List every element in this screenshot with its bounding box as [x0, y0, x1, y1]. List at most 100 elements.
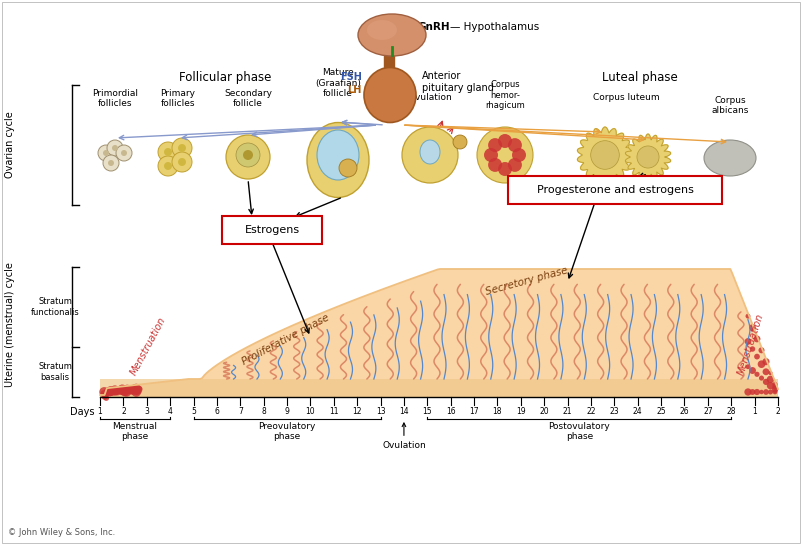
FancyBboxPatch shape [222, 216, 322, 244]
Circle shape [750, 389, 755, 395]
Circle shape [124, 389, 130, 395]
Circle shape [127, 388, 135, 396]
Polygon shape [577, 127, 633, 183]
Text: 9: 9 [285, 407, 290, 416]
Text: 1: 1 [752, 407, 757, 416]
Text: 19: 19 [516, 407, 525, 416]
Circle shape [104, 389, 111, 394]
Text: 20: 20 [540, 407, 549, 416]
Text: 3: 3 [144, 407, 149, 416]
Text: Progesterone and estrogens: Progesterone and estrogens [537, 185, 694, 195]
Circle shape [508, 158, 522, 172]
Circle shape [105, 390, 110, 394]
Circle shape [158, 156, 178, 176]
Circle shape [753, 389, 760, 396]
FancyBboxPatch shape [508, 176, 722, 204]
Circle shape [119, 388, 126, 395]
Text: 28: 28 [727, 407, 736, 416]
Ellipse shape [364, 68, 416, 123]
Circle shape [746, 313, 751, 319]
Circle shape [746, 365, 751, 369]
Text: Primordial
follicles: Primordial follicles [92, 89, 138, 108]
Circle shape [98, 145, 114, 161]
Circle shape [591, 141, 619, 169]
Text: 21: 21 [563, 407, 573, 416]
Circle shape [484, 148, 498, 162]
Text: Menstruation: Menstruation [736, 313, 766, 377]
Text: 8: 8 [261, 407, 266, 416]
Circle shape [164, 162, 172, 170]
Circle shape [120, 385, 128, 393]
Text: Estrogens: Estrogens [245, 225, 300, 235]
Text: Menstrual
phase: Menstrual phase [112, 422, 157, 441]
Circle shape [498, 134, 512, 148]
Circle shape [755, 354, 759, 359]
Circle shape [133, 385, 140, 391]
Circle shape [172, 152, 192, 172]
Circle shape [117, 388, 122, 393]
Text: Corpus luteum: Corpus luteum [593, 93, 659, 102]
Circle shape [767, 388, 774, 396]
Circle shape [111, 388, 118, 395]
Text: 2: 2 [121, 407, 126, 416]
Circle shape [753, 371, 761, 378]
Circle shape [112, 145, 118, 151]
Text: Secretory phase: Secretory phase [484, 265, 569, 297]
Text: Ovarian cycle: Ovarian cycle [5, 112, 15, 178]
Circle shape [119, 387, 128, 397]
Circle shape [131, 387, 137, 395]
Text: 24: 24 [633, 407, 642, 416]
Text: 25: 25 [656, 407, 666, 416]
Ellipse shape [420, 140, 440, 164]
Circle shape [178, 158, 186, 166]
Circle shape [103, 150, 109, 156]
Circle shape [133, 390, 138, 395]
Circle shape [172, 138, 192, 158]
Text: 2: 2 [776, 407, 780, 416]
Circle shape [772, 382, 778, 387]
Text: Mature
(Graafian)
follicle: Mature (Graafian) follicle [315, 68, 361, 98]
Circle shape [133, 387, 139, 393]
Text: 17: 17 [469, 407, 479, 416]
Circle shape [453, 135, 467, 149]
Circle shape [122, 386, 131, 395]
Text: Days: Days [70, 407, 95, 417]
Text: Uterine (menstrual) cycle: Uterine (menstrual) cycle [5, 263, 15, 387]
Circle shape [126, 387, 134, 395]
Text: 14: 14 [399, 407, 409, 416]
Text: Secondary
follicle: Secondary follicle [224, 89, 272, 108]
Circle shape [116, 387, 122, 392]
Circle shape [763, 368, 769, 375]
Text: Corpus
albicans: Corpus albicans [711, 95, 749, 115]
Circle shape [103, 155, 119, 171]
Circle shape [226, 135, 270, 179]
Text: 13: 13 [376, 407, 386, 416]
Text: 1: 1 [98, 407, 103, 416]
Text: 6: 6 [214, 407, 219, 416]
Circle shape [121, 150, 127, 156]
Circle shape [773, 387, 777, 391]
Text: Postovulatory
phase: Postovulatory phase [549, 422, 610, 441]
Circle shape [100, 388, 108, 396]
Circle shape [512, 148, 526, 162]
Circle shape [117, 386, 126, 395]
Text: 15: 15 [423, 407, 432, 416]
Circle shape [115, 388, 123, 395]
Circle shape [111, 389, 115, 393]
Circle shape [112, 386, 120, 395]
Circle shape [637, 146, 659, 168]
Circle shape [103, 386, 112, 396]
Text: Anterior
pituitary gland: Anterior pituitary gland [422, 71, 494, 93]
Circle shape [112, 385, 122, 395]
Text: Stratum
functionalis: Stratum functionalis [30, 298, 79, 317]
Circle shape [236, 143, 260, 167]
Circle shape [772, 389, 779, 396]
Circle shape [178, 144, 186, 152]
Text: Primary
follicles: Primary follicles [160, 89, 196, 108]
Text: Corpus
hemor-
rhagicum: Corpus hemor- rhagicum [485, 80, 525, 110]
Circle shape [102, 391, 106, 396]
Circle shape [498, 162, 512, 176]
Circle shape [339, 159, 357, 177]
Circle shape [108, 160, 114, 166]
Circle shape [759, 347, 764, 353]
